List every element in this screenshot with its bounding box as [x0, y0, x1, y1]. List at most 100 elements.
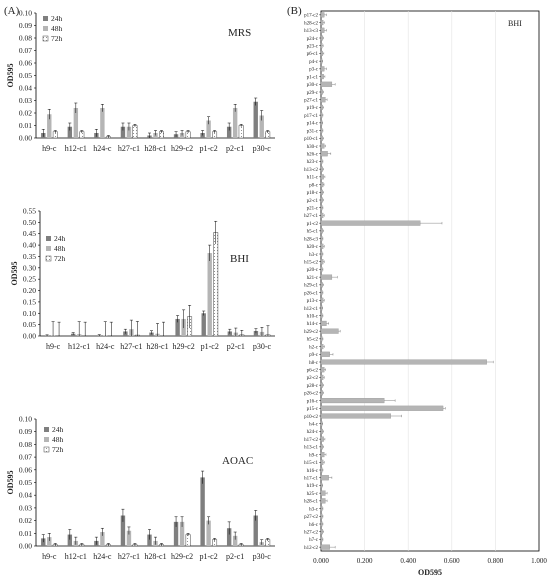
bar-p26-c2 [320, 390, 323, 396]
y-tick-label: 0.09 [19, 21, 32, 30]
y-tick-label-p17-c1: p17-c1 [304, 114, 318, 119]
y-tick-label-h13-c1: h13-c1 [304, 446, 318, 451]
y-tick-label-h15-c2: h15-c2 [304, 261, 318, 266]
y-tick-label: 0.03 [19, 96, 32, 105]
bar-48h-h24-c [100, 108, 105, 138]
y-tick-label: 0.05 [19, 71, 32, 80]
chart-title: AOAC [222, 455, 253, 467]
y-tick-label-p28-c: p28-c [307, 384, 319, 389]
chart-title: BHI [230, 253, 249, 265]
y-tick-label-h29-c1: h29-c1 [304, 284, 318, 289]
y-tick-label-h12-c1: h12-c1 [304, 307, 318, 312]
y-tick-label: 0.25 [23, 275, 36, 284]
bar-p6-c1 [320, 50, 323, 56]
y-tick-label-h7-c: h7-c [309, 538, 319, 543]
bar-p2-c2 [320, 374, 324, 380]
bar-h28-c1 [320, 498, 326, 504]
y-tick-label-p2-c1: p2-c1 [307, 199, 319, 204]
bar-h20-c [320, 243, 324, 249]
y-tick-label-h15-c1: h15-c1 [304, 461, 318, 466]
bar-p9-c [320, 351, 330, 357]
y-tick-label-p19-c: p19-c [307, 106, 319, 111]
y-tick-label-h28-c3: h28-c3 [304, 237, 318, 242]
y-axis-label: OD595 [10, 262, 19, 286]
y-tick-label-h3-c: h3-c [309, 253, 319, 258]
y-tick-label: 0.04 [19, 84, 32, 93]
bar-72h-h29-c2 [185, 534, 191, 547]
y-tick-label: 0.02 [19, 109, 32, 118]
y-axis-label: OD595 [6, 471, 15, 495]
y-tick-label-h29-c2: h29-c2 [304, 330, 318, 335]
bar-h15-c2 [320, 259, 324, 265]
bar-h12-c1 [320, 305, 323, 311]
plot-frame [320, 10, 540, 552]
y-axis-label-text: OD595 [6, 471, 15, 495]
y-tick-label: 0.05 [19, 478, 32, 487]
bar-p23-c [320, 43, 323, 49]
bar-p1-c1 [320, 74, 324, 80]
bar-h13-c3 [320, 27, 325, 33]
y-tick-label-h24-c: h24-c [307, 430, 319, 435]
bar-h4-c [320, 421, 323, 427]
x-tick-label: 0.200 [357, 557, 373, 565]
y-tick-label: 0.02 [19, 516, 32, 525]
y-tick-label-p13-c: p13-c [307, 299, 319, 304]
x-tick-label-h29-c2: h29-c2 [171, 144, 193, 153]
y-tick-label-h21-c: h21-c [307, 276, 319, 281]
x-tick-label-p2-c1: p2-c1 [226, 552, 244, 561]
x-tick-label-h9-c: h9-c [46, 342, 61, 351]
legend-label-72h: 72h [51, 34, 63, 43]
bar-p27-c2 [320, 513, 323, 519]
bar-p21-c [320, 205, 323, 211]
y-tick-label: 0.01 [19, 529, 32, 538]
bar-p17-c2 [320, 12, 325, 18]
bar-48h-h24-c [100, 532, 105, 546]
y-tick-label-h16-c: h16-c [307, 469, 319, 474]
chart-bhi-time: 0.00 0.05 0.10 0.15 0.20 0.25 0.30 0.35 0.40 0.45… [10, 207, 275, 351]
y-tick-label-p8-c: p8-c [309, 183, 319, 188]
y-tick-label-p4-c: p4-c [309, 60, 319, 65]
chart-title: MRS [228, 27, 251, 39]
y-tick-label-h30-c: h30-c [307, 145, 319, 150]
bar-h24-c [320, 428, 323, 434]
bar-p10-c2 [320, 413, 391, 419]
y-tick-label: 0.07 [19, 46, 32, 55]
x-tick-label-h27-c1: h27-c1 [120, 342, 142, 351]
y-tick-label-h4-c: h4-c [309, 423, 319, 428]
chart-mrs: 0.00 0.01 0.02 0.03 0.04 0.05 0.06 0.07 0.08 0.09… [6, 9, 275, 153]
bar-h28-c2 [320, 20, 324, 26]
legend-swatch-72h [43, 446, 50, 453]
bar-p29-c [320, 89, 323, 95]
x-tick-label: 1.000 [531, 557, 547, 565]
bar-h8-c [320, 359, 487, 365]
y-tick-label-h28-c1: h28-c1 [304, 500, 318, 505]
bar-72h-h27-c1 [132, 125, 138, 139]
legend-label-48h: 48h [54, 244, 66, 253]
bar-24h-p30-c [253, 101, 258, 138]
y-tick-label-p30-c: p30-c [307, 83, 319, 88]
y-tick-label: 0.15 [23, 297, 36, 306]
y-tick-label: 0.00 [19, 542, 32, 551]
y-tick-label-h27-c1: h27-c1 [304, 214, 318, 219]
bar-h9-c [320, 452, 325, 458]
legend-label-24h: 24h [51, 14, 63, 23]
y-tick-label-h8-c: h8-c [309, 361, 319, 366]
x-tick-label-h24-c: h24-c [93, 144, 112, 153]
y-tick-label-p15-c: p15-c [307, 407, 319, 412]
legend-swatch-24h [46, 236, 51, 241]
y-tick-label: 0.05 [23, 320, 36, 329]
chart-bhi-strains: 0.000 0.200 0.400 0.600 0.800 1.000 OD595 BHI p1… [304, 10, 547, 577]
y-tick-label-h17-c2: h17-c2 [304, 438, 318, 443]
x-tick-label: 0.000 [313, 557, 329, 565]
legend-swatch-48h [43, 26, 48, 31]
bar-h27-c1 [320, 212, 324, 218]
x-tick-label-h12-c1: h12-c1 [68, 342, 90, 351]
bar-h5-c2 [320, 336, 323, 342]
y-tick-label: 0.50 [23, 218, 36, 227]
legend-swatch-48h [46, 246, 51, 251]
legend-label-72h: 72h [54, 254, 66, 263]
bar-h29-c2 [320, 328, 339, 334]
y-tick-label-p6-c1: p6-c1 [307, 52, 319, 57]
bar-24h-p1-c2 [201, 313, 206, 336]
bar-h12-c2 [320, 544, 330, 550]
